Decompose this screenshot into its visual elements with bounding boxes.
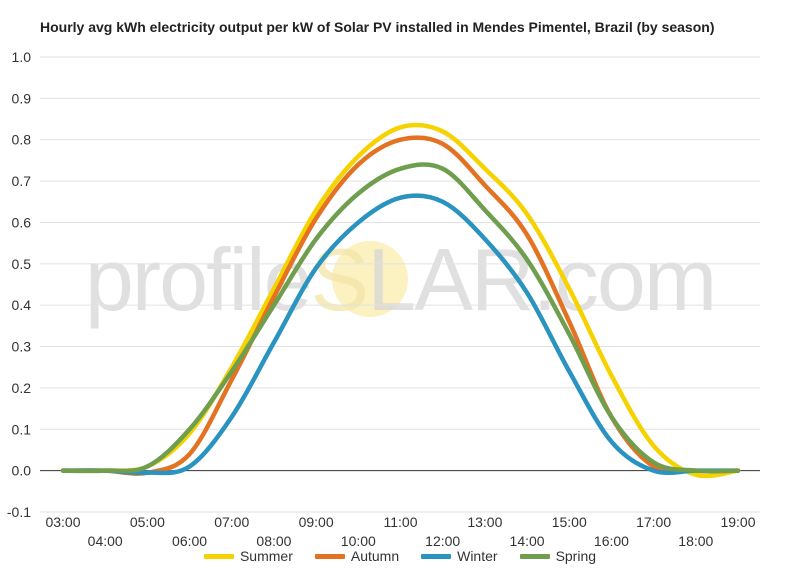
x-tick-label: 06:00	[172, 533, 207, 549]
series-line-summer	[60, 122, 741, 479]
watermark-text: profileSLAR.com	[85, 232, 715, 329]
y-tick-label: 0.3	[12, 339, 32, 355]
legend-label: Winter	[457, 548, 498, 564]
y-tick-label: 0.7	[12, 173, 32, 189]
series-lines	[60, 122, 741, 479]
x-tick-label: 10:00	[341, 533, 376, 549]
y-tick-label: 0.2	[12, 380, 32, 396]
x-tick-label: 16:00	[594, 533, 629, 549]
legend-item-spring: Spring	[519, 548, 597, 564]
legend-label: Summer	[239, 548, 293, 564]
y-tick-label: 0.5	[12, 256, 32, 272]
legend-swatch	[203, 553, 234, 559]
x-tick-label: 08:00	[256, 533, 291, 549]
watermark-text-left: profile	[85, 232, 311, 329]
legend-item-winter: Winter	[421, 548, 498, 564]
legend: Summer Autumn Winter Spring	[0, 548, 800, 564]
legend-item-autumn: Autumn	[314, 548, 400, 564]
legend-swatch	[421, 553, 452, 559]
watermark: profileSLAR.com	[85, 232, 717, 329]
y-tick-label: 0.0	[12, 463, 32, 479]
legend-label: Spring	[555, 548, 597, 564]
y-tick-label: -0.1	[7, 504, 31, 520]
legend-label: Autumn	[350, 548, 400, 564]
x-tick-label: 11:00	[384, 514, 418, 530]
x-tick-label: 17:00	[636, 514, 671, 530]
x-tick-label: 14:00	[510, 533, 545, 549]
y-tick-label: 0.6	[12, 214, 32, 230]
watermark-text-s: S	[311, 232, 368, 329]
y-tick-label: 0.9	[12, 90, 32, 106]
y-tick-label: 1.0	[12, 49, 32, 65]
chart-title: Hourly avg kWh electricity output per kW…	[40, 19, 715, 35]
legend-swatch	[519, 553, 550, 559]
x-tick-label: 13:00	[467, 514, 502, 530]
x-tick-label: 05:00	[130, 514, 165, 530]
watermark-sun-icon	[332, 241, 408, 317]
series-line-winter	[60, 193, 741, 476]
y-tick-label: 0.8	[12, 132, 32, 148]
y-axis-ticks: -0.1 0.0 0.1 0.2 0.3 0.4 0.5 0.6 0.7 0.8 0.9 1.0	[7, 49, 31, 520]
y-tick-label: 0.1	[12, 421, 32, 437]
legend-item-summer: Summer	[203, 548, 293, 564]
x-tick-label: 12:00	[425, 533, 460, 549]
x-tick-label: 07:00	[214, 514, 249, 530]
x-axis-ticks: 03:00 04:00 05:00 06:00 07:00 08:00 09:00 10:00…	[45, 514, 755, 549]
x-tick-label: 15:00	[552, 514, 587, 530]
series-line-spring	[60, 162, 741, 474]
y-tick-label: 0.4	[12, 297, 32, 313]
x-tick-label: 18:00	[678, 533, 713, 549]
x-tick-label: 03:00	[45, 514, 80, 530]
legend-swatch	[314, 553, 345, 559]
x-tick-label: 09:00	[299, 514, 334, 530]
x-tick-label: 04:00	[88, 533, 123, 549]
x-tick-label: 19:00	[720, 514, 755, 530]
